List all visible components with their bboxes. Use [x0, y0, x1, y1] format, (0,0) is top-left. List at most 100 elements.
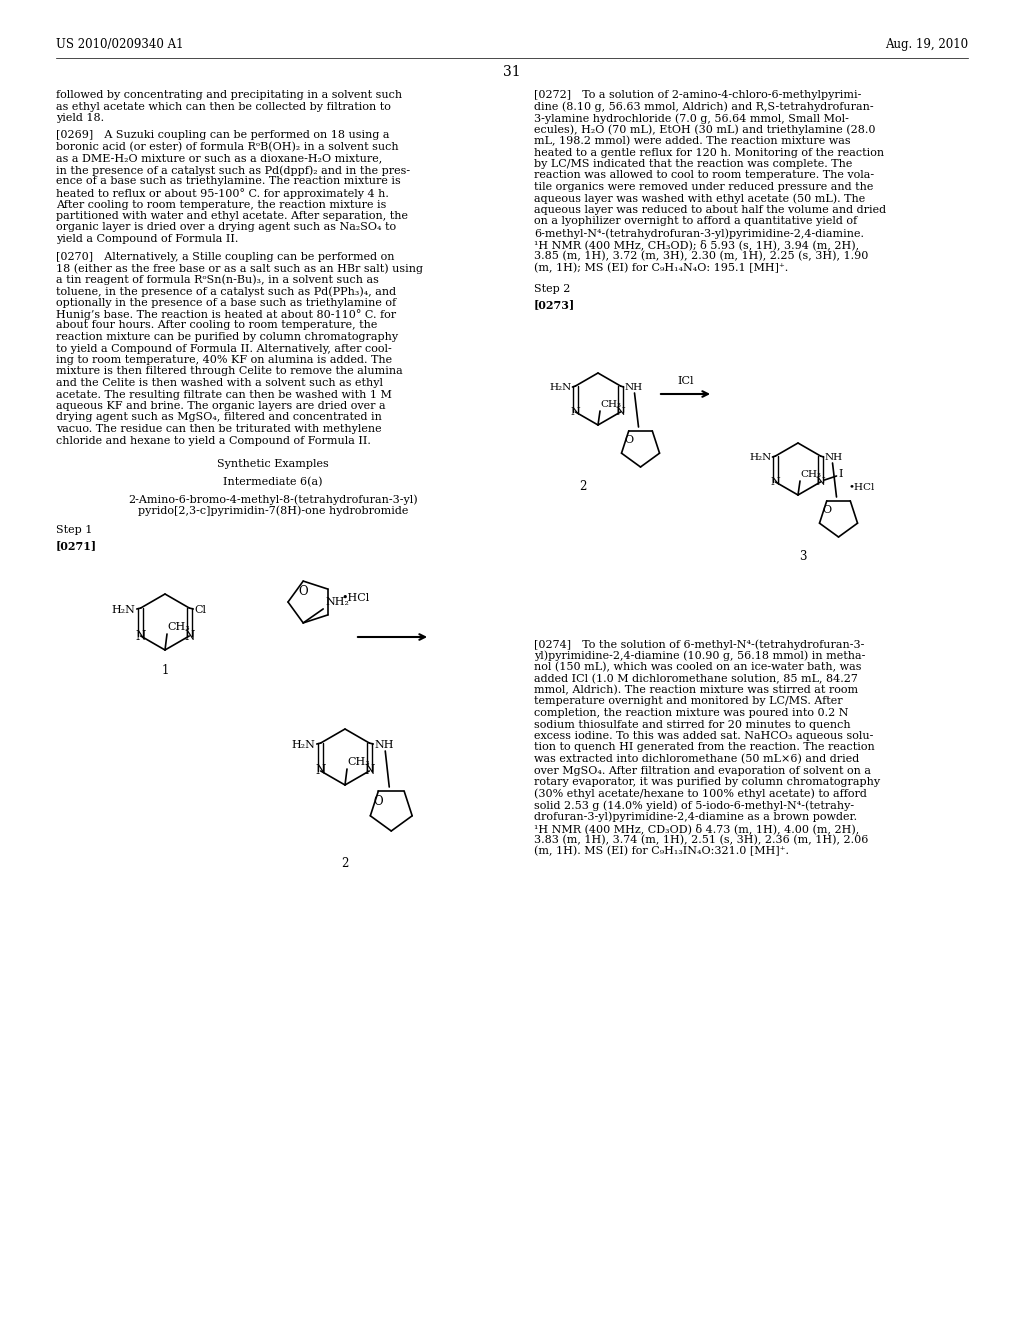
Text: acetate. The resulting filtrate can then be washed with 1 M: acetate. The resulting filtrate can then…: [56, 389, 392, 400]
Text: CH₃: CH₃: [800, 470, 821, 479]
Text: Synthetic Examples: Synthetic Examples: [217, 459, 329, 469]
Text: [0270] Alternatively, a Stille coupling can be performed on: [0270] Alternatively, a Stille coupling …: [56, 252, 394, 261]
Text: over MgSO₄. After filtration and evaporation of solvent on a: over MgSO₄. After filtration and evapora…: [534, 766, 871, 776]
Text: boronic acid (or ester) of formula RᵒB(OH)₂ in a solvent such: boronic acid (or ester) of formula RᵒB(O…: [56, 143, 398, 152]
Text: about four hours. After cooling to room temperature, the: about four hours. After cooling to room …: [56, 321, 378, 330]
Text: CH₃: CH₃: [600, 400, 621, 409]
Text: tile organics were removed under reduced pressure and the: tile organics were removed under reduced…: [534, 182, 873, 191]
Text: Intermediate 6(a): Intermediate 6(a): [223, 477, 323, 487]
Text: aqueous KF and brine. The organic layers are dried over a: aqueous KF and brine. The organic layers…: [56, 401, 386, 411]
Text: vacuo. The residue can then be triturated with methylene: vacuo. The residue can then be triturate…: [56, 424, 382, 434]
Text: ¹H NMR (400 MHz, CH₃OD); δ 5.93 (s, 1H), 3.94 (m, 2H),: ¹H NMR (400 MHz, CH₃OD); δ 5.93 (s, 1H),…: [534, 239, 859, 251]
Text: N: N: [184, 630, 195, 643]
Text: and the Celite is then washed with a solvent such as ethyl: and the Celite is then washed with a sol…: [56, 378, 383, 388]
Text: [0271]: [0271]: [56, 540, 97, 552]
Text: reaction was allowed to cool to room temperature. The vola-: reaction was allowed to cool to room tem…: [534, 170, 874, 181]
Text: N: N: [315, 764, 326, 777]
Text: NH: NH: [374, 741, 394, 750]
Text: yl)pyrimidine-2,4-diamine (10.90 g, 56.18 mmol) in metha-: yl)pyrimidine-2,4-diamine (10.90 g, 56.1…: [534, 651, 865, 661]
Text: ing to room temperature, 40% KF on alumina is added. The: ing to room temperature, 40% KF on alumi…: [56, 355, 392, 366]
Text: NH₂: NH₂: [326, 597, 349, 607]
Text: I: I: [839, 469, 843, 479]
Text: on a lyophilizer overnight to afford a quantitative yield of: on a lyophilizer overnight to afford a q…: [534, 216, 857, 227]
Text: 31: 31: [503, 65, 521, 79]
Text: [0269] A Suzuki coupling can be performed on 18 using a: [0269] A Suzuki coupling can be performe…: [56, 131, 389, 140]
Text: as a DME-H₂O mixture or such as a dioxane-H₂O mixture,: as a DME-H₂O mixture or such as a dioxan…: [56, 153, 382, 164]
Text: a tin reagent of formula RᵒSn(n-Bu)₃, in a solvent such as: a tin reagent of formula RᵒSn(n-Bu)₃, in…: [56, 275, 379, 285]
Text: aqueous layer was washed with ethyl acetate (50 mL). The: aqueous layer was washed with ethyl acet…: [534, 194, 865, 205]
Text: H₂N: H₂N: [549, 384, 571, 392]
Text: O: O: [625, 434, 633, 445]
Text: •HCl: •HCl: [849, 483, 874, 492]
Text: to yield a Compound of Formula II. Alternatively, after cool-: to yield a Compound of Formula II. Alter…: [56, 343, 392, 354]
Text: N: N: [615, 407, 626, 417]
Text: pyrido[2,3-c]pyrimidin-7(8H)-one hydrobromide: pyrido[2,3-c]pyrimidin-7(8H)-one hydrobr…: [138, 506, 409, 516]
Text: H₂N: H₂N: [112, 605, 136, 615]
Text: Aug. 19, 2010: Aug. 19, 2010: [885, 38, 968, 51]
Text: heated to a gentle reflux for 120 h. Monitoring of the reaction: heated to a gentle reflux for 120 h. Mon…: [534, 148, 884, 157]
Text: mL, 198.2 mmol) were added. The reaction mixture was: mL, 198.2 mmol) were added. The reaction…: [534, 136, 851, 147]
Text: N: N: [365, 764, 375, 777]
Text: nol (150 mL), which was cooled on an ice-water bath, was: nol (150 mL), which was cooled on an ice…: [534, 663, 861, 672]
Text: NH: NH: [625, 384, 643, 392]
Text: 2-Amino-6-bromo-4-methyl-8-(tetrahydrofuran-3-yl): 2-Amino-6-bromo-4-methyl-8-(tetrahydrofu…: [128, 494, 418, 504]
Text: Hunig’s base. The reaction is heated at about 80-110° C. for: Hunig’s base. The reaction is heated at …: [56, 309, 396, 319]
Text: optionally in the presence of a base such as triethylamine of: optionally in the presence of a base suc…: [56, 297, 396, 308]
Text: 1: 1: [162, 664, 169, 677]
Text: temperature overnight and monitored by LC/MS. After: temperature overnight and monitored by L…: [534, 697, 843, 706]
Text: N: N: [771, 477, 780, 487]
Text: (30% ethyl acetate/hexane to 100% ethyl acetate) to afford: (30% ethyl acetate/hexane to 100% ethyl …: [534, 788, 867, 799]
Text: After cooling to room temperature, the reaction mixture is: After cooling to room temperature, the r…: [56, 199, 386, 210]
Text: H₂N: H₂N: [292, 741, 315, 750]
Text: rotary evaporator, it was purified by column chromatography: rotary evaporator, it was purified by co…: [534, 777, 880, 787]
Text: (m, 1H); MS (EI) for C₉H₁₄N₄O: 195.1 [MH]⁺.: (m, 1H); MS (EI) for C₉H₁₄N₄O: 195.1 [MH…: [534, 263, 788, 273]
Text: in the presence of a catalyst such as Pd(dppf)₂ and in the pres-: in the presence of a catalyst such as Pd…: [56, 165, 411, 176]
Text: ence of a base such as triethylamine. The reaction mixture is: ence of a base such as triethylamine. Th…: [56, 177, 400, 186]
Text: mmol, Aldrich). The reaction mixture was stirred at room: mmol, Aldrich). The reaction mixture was…: [534, 685, 858, 696]
Text: chloride and hexane to yield a Compound of Formula II.: chloride and hexane to yield a Compound …: [56, 436, 371, 446]
Text: organic layer is dried over a drying agent such as Na₂SO₄ to: organic layer is dried over a drying age…: [56, 223, 396, 232]
Text: US 2010/0209340 A1: US 2010/0209340 A1: [56, 38, 183, 51]
Text: mixture is then filtered through Celite to remove the alumina: mixture is then filtered through Celite …: [56, 367, 402, 376]
Text: 18 (either as the free base or as a salt such as an HBr salt) using: 18 (either as the free base or as a salt…: [56, 263, 423, 273]
Text: drying agent such as MgSO₄, filtered and concentrated in: drying agent such as MgSO₄, filtered and…: [56, 412, 382, 422]
Text: 2: 2: [341, 857, 349, 870]
Text: toluene, in the presence of a catalyst such as Pd(PPh₃)₄, and: toluene, in the presence of a catalyst s…: [56, 286, 396, 297]
Text: by LC/MS indicated that the reaction was complete. The: by LC/MS indicated that the reaction was…: [534, 158, 852, 169]
Text: O: O: [822, 504, 831, 515]
Text: solid 2.53 g (14.0% yield) of 5-iodo-6-methyl-N⁴-(tetrahy-: solid 2.53 g (14.0% yield) of 5-iodo-6-m…: [534, 800, 854, 810]
Text: 6-methyl-N⁴-(tetrahydrofuran-3-yl)pyrimidine-2,4-diamine.: 6-methyl-N⁴-(tetrahydrofuran-3-yl)pyrimi…: [534, 228, 864, 239]
Text: drofuran-3-yl)pyrimidine-2,4-diamine as a brown powder.: drofuran-3-yl)pyrimidine-2,4-diamine as …: [534, 812, 857, 822]
Text: (m, 1H). MS (EI) for C₉H₁₃IN₄O:321.0 [MH]⁺.: (m, 1H). MS (EI) for C₉H₁₃IN₄O:321.0 [MH…: [534, 846, 790, 857]
Text: Step 2: Step 2: [534, 284, 570, 294]
Text: ¹H NMR (400 MHz, CD₃OD) δ 4.73 (m, 1H), 4.00 (m, 2H),: ¹H NMR (400 MHz, CD₃OD) δ 4.73 (m, 1H), …: [534, 822, 859, 834]
Text: followed by concentrating and precipitating in a solvent such: followed by concentrating and precipitat…: [56, 90, 402, 100]
Text: sodium thiosulfate and stirred for 20 minutes to quench: sodium thiosulfate and stirred for 20 mi…: [534, 719, 851, 730]
Text: as ethyl acetate which can then be collected by filtration to: as ethyl acetate which can then be colle…: [56, 102, 391, 111]
Text: yield a Compound of Formula II.: yield a Compound of Formula II.: [56, 234, 239, 244]
Text: Cl: Cl: [195, 605, 206, 615]
Text: heated to reflux or about 95-100° C. for approximately 4 h.: heated to reflux or about 95-100° C. for…: [56, 187, 389, 199]
Text: dine (8.10 g, 56.63 mmol, Aldrich) and R,S-tetrahydrofuran-: dine (8.10 g, 56.63 mmol, Aldrich) and R…: [534, 102, 873, 112]
Text: [0273]: [0273]: [534, 300, 575, 310]
Text: tion to quench HI generated from the reaction. The reaction: tion to quench HI generated from the rea…: [534, 742, 874, 752]
Text: aqueous layer was reduced to about half the volume and dried: aqueous layer was reduced to about half …: [534, 205, 886, 215]
Text: 3.85 (m, 1H), 3.72 (m, 3H), 2.30 (m, 1H), 2.25 (s, 3H), 1.90: 3.85 (m, 1H), 3.72 (m, 3H), 2.30 (m, 1H)…: [534, 251, 868, 261]
Text: ICl: ICl: [677, 376, 693, 385]
Text: 3: 3: [800, 550, 807, 564]
Text: O: O: [374, 795, 383, 808]
Text: reaction mixture can be purified by column chromatography: reaction mixture can be purified by colu…: [56, 333, 398, 342]
Text: 2: 2: [580, 480, 587, 492]
Text: was extracted into dichloromethane (50 mL×6) and dried: was extracted into dichloromethane (50 m…: [534, 754, 859, 764]
Text: yield 18.: yield 18.: [56, 114, 104, 123]
Text: H₂N: H₂N: [750, 454, 771, 462]
Text: N: N: [135, 630, 145, 643]
Text: NH: NH: [824, 454, 843, 462]
Text: O: O: [298, 585, 308, 598]
Text: [0272] To a solution of 2-amino-4-chloro-6-methylpyrimi-: [0272] To a solution of 2-amino-4-chloro…: [534, 90, 861, 100]
Text: 3-ylamine hydrochloride (7.0 g, 56.64 mmol, Small Mol-: 3-ylamine hydrochloride (7.0 g, 56.64 mm…: [534, 114, 849, 124]
Text: CH₃: CH₃: [167, 622, 189, 632]
Text: [0274] To the solution of 6-methyl-N⁴-(tetrahydrofuran-3-: [0274] To the solution of 6-methyl-N⁴-(t…: [534, 639, 864, 649]
Text: excess iodine. To this was added sat. NaHCO₃ aqueous solu-: excess iodine. To this was added sat. Na…: [534, 731, 873, 741]
Text: completion, the reaction mixture was poured into 0.2 N: completion, the reaction mixture was pou…: [534, 708, 849, 718]
